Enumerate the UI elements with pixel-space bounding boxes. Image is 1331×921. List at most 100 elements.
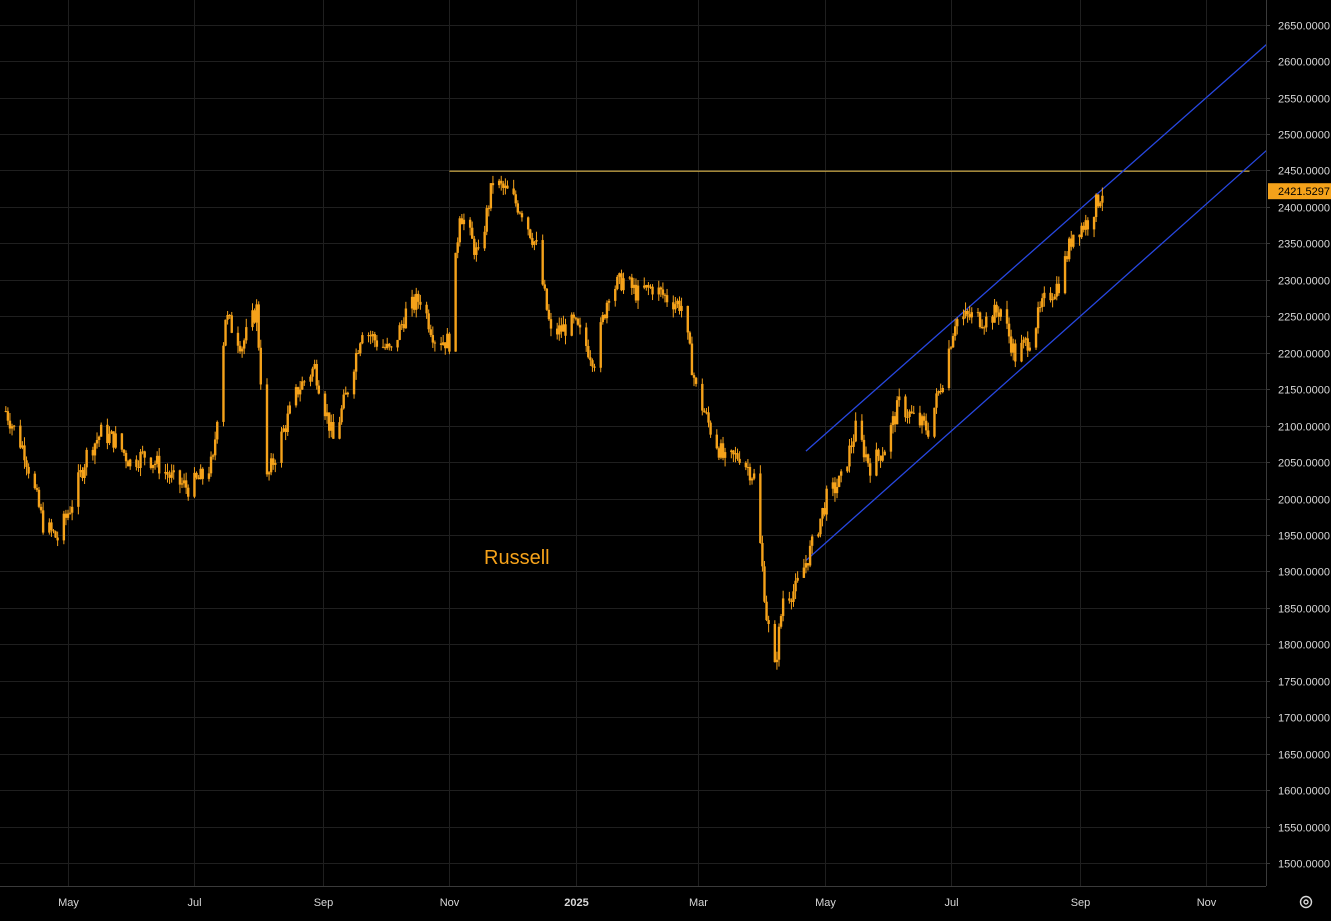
candle-body: [939, 390, 942, 393]
candle-body: [761, 542, 764, 567]
candle-body: [195, 472, 198, 478]
candle-body: [340, 408, 343, 423]
candle-body: [1055, 283, 1058, 297]
candle-body: [1020, 342, 1023, 362]
candle-body: [978, 312, 982, 327]
candle-body: [674, 304, 677, 310]
settings-gear-icon[interactable]: [1294, 890, 1318, 914]
candle-body: [1072, 234, 1075, 247]
candle-body: [526, 217, 530, 230]
candle-body: [591, 360, 594, 367]
candle-body: [1086, 220, 1090, 230]
candle-body: [1043, 292, 1046, 299]
candle-body: [976, 312, 980, 314]
candle-body: [603, 315, 607, 319]
candle-body: [23, 445, 26, 461]
candle-body: [149, 457, 153, 468]
candle-body: [966, 310, 969, 315]
candle-body: [303, 381, 306, 383]
candle-body: [848, 445, 851, 467]
candle-body: [402, 324, 406, 329]
candle-body: [124, 452, 128, 462]
candle-body: [240, 348, 244, 352]
candle-body: [643, 285, 646, 288]
candle-body: [369, 335, 372, 337]
candle-body: [825, 488, 828, 515]
candle-body: [245, 327, 248, 341]
candle-body: [187, 487, 190, 497]
candle-body: [692, 375, 696, 378]
candle-body: [746, 466, 750, 468]
candle-body: [605, 302, 609, 319]
candle-body: [1034, 328, 1038, 348]
y-tick-label: 1650.0000: [1278, 750, 1330, 762]
y-tick-label: 1500.0000: [1278, 859, 1330, 871]
candle-body: [678, 300, 681, 311]
candle-body: [502, 183, 505, 188]
candle-body: [1078, 234, 1081, 238]
candle-body: [359, 343, 362, 354]
candle-body: [441, 342, 445, 345]
candle-body: [180, 483, 184, 485]
candle-body: [686, 305, 689, 333]
y-tick-label: 1800.0000: [1278, 640, 1330, 652]
candle-body: [781, 598, 785, 616]
candle-body: [460, 218, 464, 225]
candle-body: [607, 300, 611, 303]
candle-body: [1026, 338, 1029, 351]
candle-body: [933, 407, 936, 437]
candle-body: [6, 411, 10, 421]
candle-body: [412, 296, 416, 310]
candle-body: [999, 309, 1002, 317]
candle-body: [410, 296, 414, 309]
candle-body: [775, 659, 779, 663]
candle-body: [108, 433, 111, 444]
candle-body: [810, 536, 814, 546]
x-tick-label: Nov: [1197, 897, 1217, 909]
x-axis: May Jul Sep Nov 2025 Mar May Jul Sep Nov: [0, 886, 1266, 909]
y-tick-label: 2100.0000: [1278, 422, 1330, 434]
x-tick-label: Nov: [440, 897, 460, 909]
candle-body: [381, 346, 385, 348]
candle-body: [1049, 292, 1052, 301]
candle-body: [752, 473, 756, 479]
candle-body: [433, 342, 437, 344]
candle-body: [462, 219, 466, 225]
candle-body: [226, 314, 229, 320]
candle-body: [81, 470, 84, 479]
candle-body: [593, 366, 596, 368]
candle-body: [500, 180, 503, 184]
candle-body: [953, 326, 957, 336]
candle-body: [10, 426, 14, 429]
candle-body: [908, 411, 911, 417]
candle-body: [555, 328, 559, 335]
x-tick-label: 2025: [564, 897, 588, 909]
candle-body: [630, 277, 634, 288]
candle-body: [951, 335, 955, 348]
candle-body: [738, 458, 741, 463]
candle-body: [904, 396, 907, 418]
candle-body: [690, 343, 694, 376]
candle-body: [614, 288, 617, 301]
y-tick-label: 2200.0000: [1278, 349, 1330, 361]
candle-body: [794, 580, 797, 592]
candle-body: [19, 425, 22, 448]
candle-body: [802, 567, 806, 578]
candle-body: [68, 512, 72, 514]
y-tick-label: 1700.0000: [1278, 713, 1330, 725]
candle-body: [941, 388, 944, 393]
candle-body: [898, 396, 901, 401]
candle-body: [93, 443, 97, 456]
candle-body: [680, 305, 683, 311]
candle-body: [164, 471, 167, 474]
candle-body: [1038, 307, 1042, 309]
candle-body: [823, 508, 826, 515]
candle-body: [135, 459, 138, 467]
candle-body: [21, 445, 24, 448]
candle-body: [620, 273, 623, 291]
candle-body: [763, 566, 766, 602]
candle-body: [912, 412, 915, 414]
candle-body: [991, 316, 994, 323]
y-tick-label: 2550.0000: [1278, 94, 1330, 106]
